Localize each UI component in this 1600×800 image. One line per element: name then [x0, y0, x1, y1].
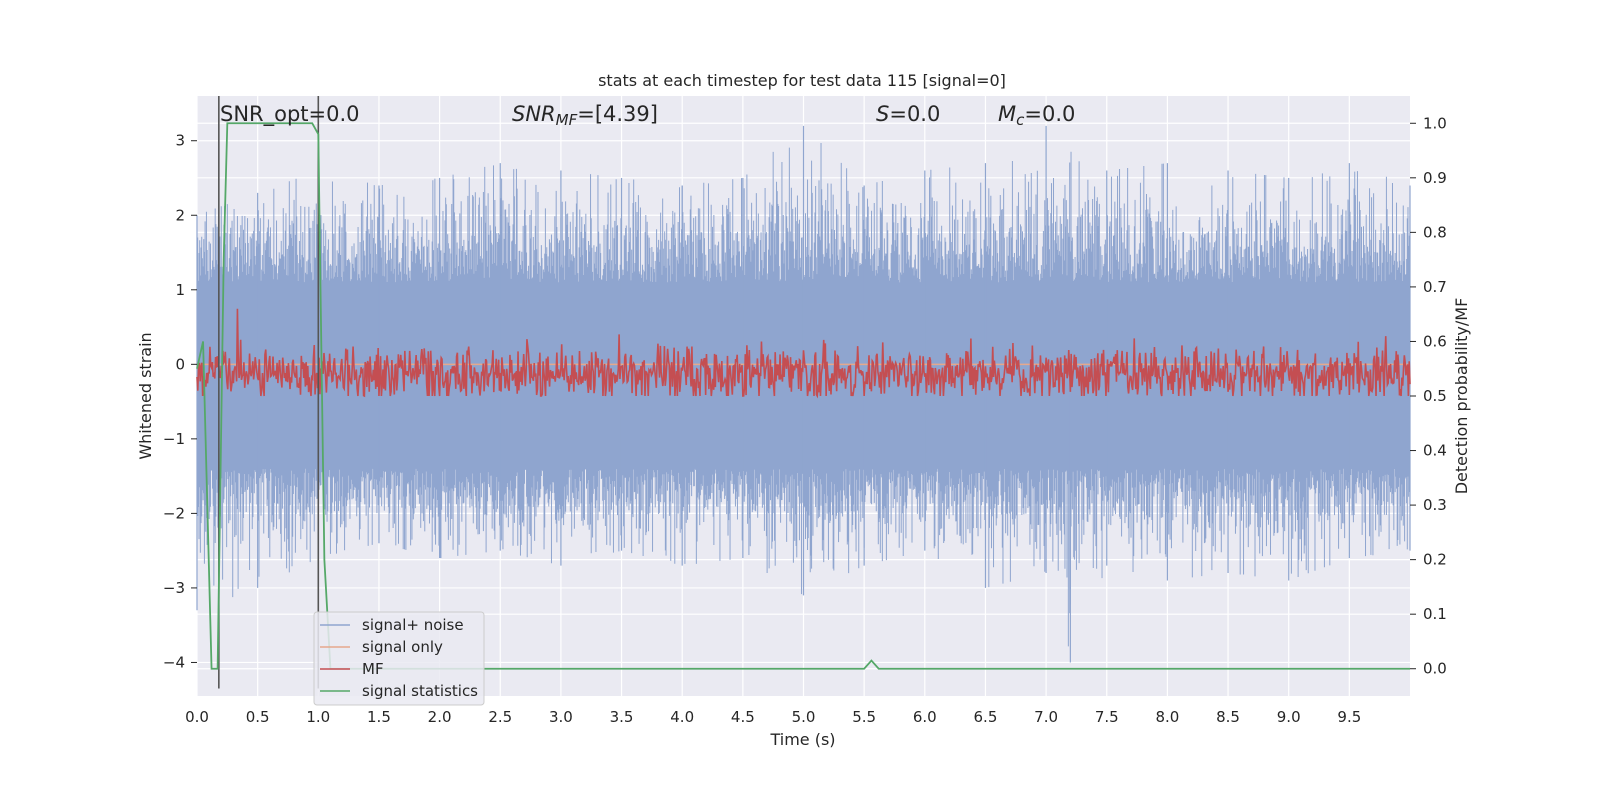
- legend-label-signal-noise: signal+ noise: [362, 616, 464, 634]
- y-left-tick-label: −1: [163, 430, 185, 448]
- x-tick-label: 5.0: [792, 708, 816, 726]
- x-tick-label: 3.0: [549, 708, 573, 726]
- y-left-tick-label: 1: [175, 281, 185, 299]
- mf-line: [196, 308, 1411, 399]
- x-tick-label: 6.5: [974, 708, 998, 726]
- y-left-tick-label: −2: [163, 504, 185, 522]
- y-left-tick-label: 2: [175, 206, 185, 224]
- annotation-mc-value: =0.0: [1024, 102, 1075, 126]
- legend: signal+ noise signal only MF signal stat…: [313, 611, 485, 706]
- chart-title: stats at each timestep for test data 115…: [598, 71, 1006, 90]
- x-tick-label: 4.5: [731, 708, 755, 726]
- y-right-tick-label: 0.0: [1423, 660, 1447, 678]
- x-tick-label: 4.0: [670, 708, 694, 726]
- y-left-axis-ticks: −4 −3 −2 −1 0 1 2 3: [163, 132, 197, 671]
- annotation-snr-mf-value: =[4.39]: [577, 102, 658, 126]
- y-right-tick-label: 0.3: [1423, 496, 1447, 514]
- x-tick-label: 3.5: [610, 708, 634, 726]
- y-right-tick-label: 0.8: [1423, 223, 1447, 241]
- annotations: SNR_opt=0.0 SNRMF=[4.39] S=0.0 Mc=0.0: [220, 102, 1075, 129]
- y-left-axis-title: Whitened strain: [136, 332, 155, 459]
- y-right-axis-ticks: 0.0 0.1 0.2 0.3 0.4 0.5 0.6 0.7 0.8 0.9 1.0: [1410, 114, 1447, 678]
- legend-box: [313, 611, 485, 706]
- legend-label-mf: MF: [362, 660, 384, 678]
- x-tick-label: 1.5: [367, 708, 391, 726]
- y-right-tick-label: 0.6: [1423, 332, 1447, 350]
- annotation-snr-opt: SNR_opt=0.0: [220, 102, 360, 127]
- x-tick-label: 0.0: [185, 708, 209, 726]
- annotation-snr-mf-label: SNR: [512, 102, 556, 126]
- annotation-snr-mf: SNRMF=[4.39]: [512, 102, 658, 129]
- x-tick-label: 6.0: [913, 708, 937, 726]
- x-tick-label: 9.5: [1337, 708, 1361, 726]
- annotation-mc: Mc=0.0: [998, 102, 1075, 129]
- annotation-s: S=0.0: [876, 102, 940, 126]
- signal-statistics-line: [196, 122, 1410, 670]
- x-axis-ticks: 0.0 0.5 1.0 1.5 2.0 2.5 3.0 3.5 4.0 4.5 5.0 5.5 6.0 6…: [185, 708, 1361, 726]
- y-right-axis-title: Detection probability/MF: [1452, 298, 1471, 495]
- x-tick-label: 8.5: [1216, 708, 1240, 726]
- legend-label-signal-statistics: signal statistics: [362, 682, 478, 700]
- mf-series: [196, 308, 1411, 399]
- y-right-tick-label: 0.5: [1423, 387, 1447, 405]
- x-tick-label: 7.0: [1034, 708, 1058, 726]
- y-right-tick-label: 0.7: [1423, 278, 1447, 296]
- y-right-tick-label: 1.0: [1423, 114, 1447, 132]
- x-axis-title: Time (s): [769, 730, 835, 749]
- x-tick-label: 1.0: [306, 708, 330, 726]
- x-tick-label: 9.0: [1277, 708, 1301, 726]
- x-tick-label: 2.0: [428, 708, 452, 726]
- y-left-tick-label: 0: [175, 355, 185, 373]
- y-left-tick-label: −4: [163, 653, 185, 671]
- legend-label-signal-only: signal only: [362, 638, 443, 656]
- y-right-tick-label: 0.9: [1423, 169, 1447, 187]
- x-tick-label: 0.5: [246, 708, 270, 726]
- annotation-snr-mf-sub: MF: [556, 111, 578, 129]
- x-tick-label: 5.5: [852, 708, 876, 726]
- y-left-tick-label: 3: [175, 132, 185, 150]
- annotation-s-label: S: [876, 102, 889, 126]
- signal-statistics-series: [196, 122, 1410, 670]
- y-right-tick-label: 0.4: [1423, 442, 1447, 460]
- annotation-mc-sub: c: [1016, 111, 1025, 129]
- x-tick-label: 8.0: [1155, 708, 1179, 726]
- x-tick-label: 2.5: [488, 708, 512, 726]
- y-right-tick-label: 0.2: [1423, 551, 1447, 569]
- y-left-tick-label: −3: [163, 579, 185, 597]
- y-right-tick-label: 0.1: [1423, 605, 1447, 623]
- annotation-mc-label: M: [998, 102, 1016, 126]
- x-tick-label: 7.5: [1095, 708, 1119, 726]
- annotation-s-value: =0.0: [889, 102, 940, 126]
